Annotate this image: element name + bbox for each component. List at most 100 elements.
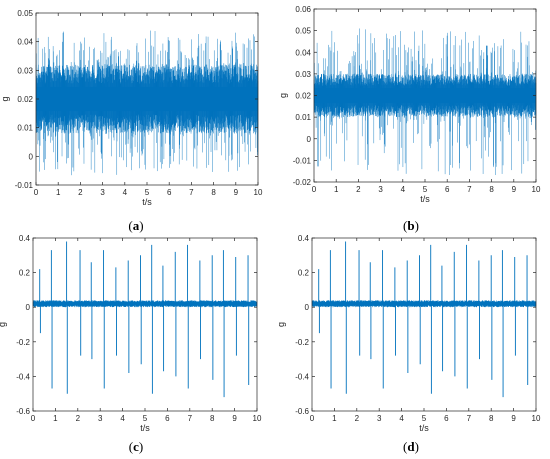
y-axis-label: g — [278, 93, 288, 98]
y-tick-label: 0.02 — [295, 92, 311, 101]
y-tick-label: 0.02 — [17, 95, 33, 104]
impulse-6 — [382, 250, 384, 389]
x-tick-label: 6 — [165, 414, 170, 423]
y-tick-label: 0.05 — [17, 9, 33, 18]
caption-a: (a) — [128, 218, 143, 233]
caption-c: (c) — [129, 439, 143, 454]
x-tick-label: 3 — [377, 414, 382, 423]
y-axis-label: g — [276, 322, 286, 327]
x-tick-label: 1 — [332, 414, 337, 423]
signal-series — [35, 30, 259, 176]
caption-d-letter: d — [407, 439, 415, 454]
impulse-13 — [187, 244, 189, 389]
y-tick-label: 0.2 — [298, 269, 310, 278]
impulse-10 — [430, 244, 432, 394]
y-tick-label: -0.4 — [16, 372, 30, 381]
impulse-12 — [453, 251, 456, 377]
impulse-1 — [318, 269, 320, 334]
impulse-2 — [329, 250, 332, 389]
caption-a-letter: a — [133, 218, 140, 233]
impulse-16 — [222, 250, 225, 398]
y-axis-label: g — [0, 322, 7, 327]
panel-d: 0 1 2 3 4 5 6 7 8 9 10 -0.6 -0.4 -0.2 0 0.2 0.4 t/s g — [276, 234, 541, 433]
signal-series — [32, 241, 258, 398]
impulse-12 — [174, 251, 177, 377]
signal-series — [313, 28, 537, 176]
x-tick-label: 0 — [312, 185, 317, 194]
signal-dense-band — [314, 87, 536, 104]
y-tick-label: 0.4 — [298, 234, 310, 243]
y-tick-label: -0.6 — [16, 407, 30, 416]
x-tick-label: 9 — [232, 414, 237, 423]
x-tick-label: 7 — [188, 414, 193, 423]
x-tick-label: 9 — [511, 414, 516, 423]
impulse-18 — [247, 255, 250, 386]
impulse-5 — [90, 262, 93, 360]
x-tick-label: 2 — [356, 185, 361, 194]
impulse-13 — [466, 244, 468, 389]
x-tick-label: 0 — [310, 414, 315, 423]
panel-a: 0 1 2 3 4 5 6 7 8 9 10-0.0100.010.020.030.040.05t/… — [0, 9, 263, 207]
y-tick-label: 0.04 — [17, 38, 33, 47]
impulse-15 — [211, 255, 214, 380]
x-tick-label: 7 — [189, 188, 194, 197]
impulse-16 — [501, 250, 504, 398]
impulse-14 — [199, 260, 201, 360]
impulse-11 — [441, 265, 444, 372]
y-tick-label: -0.2 — [295, 338, 309, 347]
x-tick-label: 2 — [76, 414, 81, 423]
x-tick-label: 10 — [254, 188, 263, 197]
x-tick-label: 5 — [145, 188, 150, 197]
y-tick-label: 0.03 — [17, 66, 33, 75]
caption-d: (d) — [403, 439, 419, 454]
x-tick-label: 9 — [234, 188, 239, 197]
impulse-8 — [406, 260, 409, 373]
impulse-4 — [358, 250, 361, 356]
y-tick-label: -0.01 — [15, 181, 34, 190]
impulse-1 — [39, 269, 41, 334]
x-tick-label: 5 — [423, 185, 428, 194]
impulse-8 — [127, 260, 130, 373]
x-tick-label: 1 — [334, 185, 339, 194]
y-tick-label: 0.01 — [295, 113, 311, 122]
impulse-14 — [478, 260, 480, 360]
x-tick-label: 3 — [98, 414, 103, 423]
y-tick-label: -0.6 — [295, 407, 309, 416]
x-tick-label: 4 — [401, 185, 406, 194]
signal-dense-band — [36, 86, 258, 112]
x-tick-label: 8 — [489, 414, 494, 423]
x-tick-label: 1 — [56, 188, 61, 197]
y-tick-label: -0.01 — [293, 156, 312, 165]
x-axis-label: t/s — [142, 197, 152, 207]
x-tick-label: 3 — [378, 185, 383, 194]
impulse-3 — [345, 241, 347, 394]
x-axis-label: t/s — [140, 423, 150, 433]
impulse-11 — [162, 265, 165, 372]
panel-c: 0 1 2 3 4 5 6 7 8 9 10 -0.6 -0.4 -0.2 0 0.2 0.4 t/s g — [0, 234, 262, 433]
x-tick-label: 3 — [100, 188, 105, 197]
impulse-17 — [514, 257, 516, 356]
y-tick-label: -0.02 — [293, 178, 312, 187]
x-tick-label: 1 — [53, 414, 58, 423]
caption-b-letter: b — [407, 218, 414, 233]
x-tick-label: 6 — [167, 188, 172, 197]
x-axis-label: t/s — [419, 423, 429, 433]
y-tick-label: 0 — [26, 303, 31, 312]
y-tick-label: 0.03 — [295, 70, 311, 79]
x-tick-label: 4 — [120, 414, 125, 423]
x-tick-label: 5 — [422, 414, 427, 423]
x-tick-label: 2 — [78, 188, 83, 197]
y-tick-label: 0 — [29, 152, 34, 161]
x-tick-label: 8 — [489, 185, 494, 194]
x-tick-label: 0 — [31, 414, 36, 423]
impulse-7 — [115, 267, 117, 356]
x-tick-label: 7 — [467, 185, 472, 194]
y-axis-label: g — [0, 96, 10, 101]
impulse-18 — [526, 255, 529, 386]
x-tick-label: 10 — [253, 414, 262, 423]
impulse-7 — [394, 267, 396, 356]
x-tick-label: 8 — [210, 414, 215, 423]
x-tick-label: 6 — [444, 414, 449, 423]
x-axis-label: t/s — [420, 194, 430, 204]
y-tick-label: 0.06 — [295, 5, 311, 14]
